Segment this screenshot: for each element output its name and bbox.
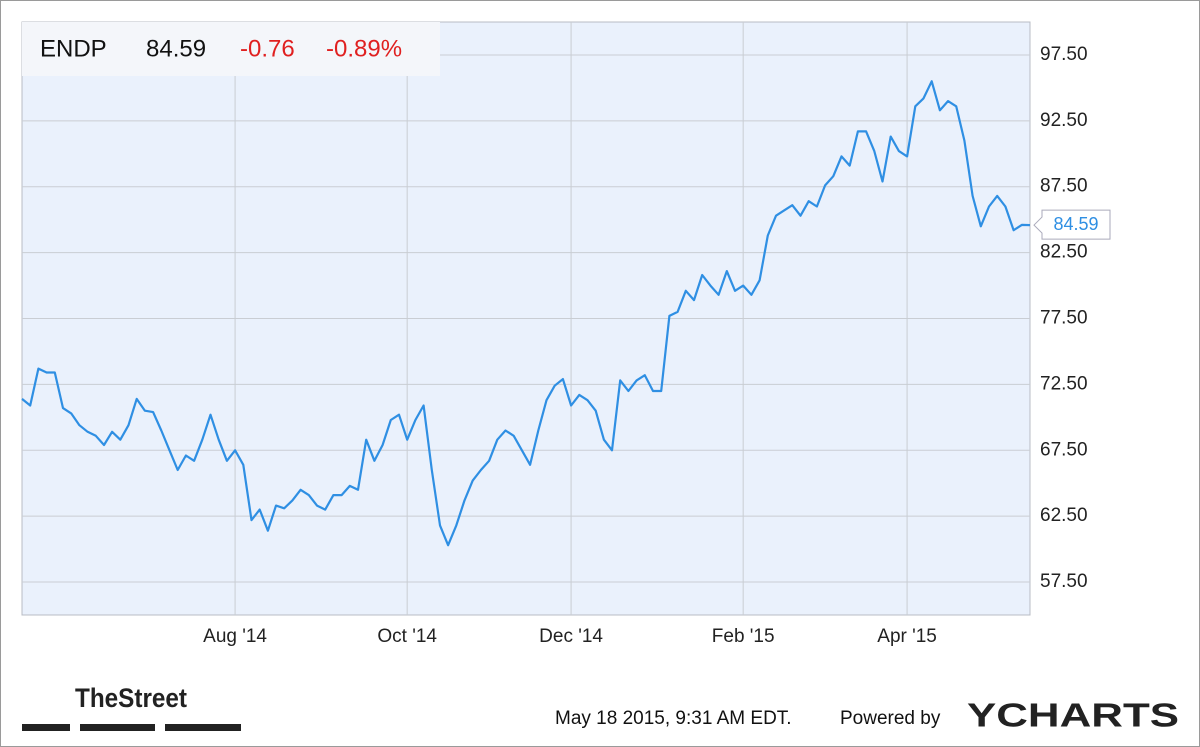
x-tick-label: Oct '14 xyxy=(377,626,437,647)
logo-bar xyxy=(165,724,241,731)
brand-logo: TheStreet xyxy=(75,683,187,713)
change: -0.76 xyxy=(240,35,295,62)
x-tick-label: Aug '14 xyxy=(203,626,267,647)
y-tick-label: 92.50 xyxy=(1040,110,1088,131)
logo-bar xyxy=(80,724,155,731)
x-tick-label: Feb '15 xyxy=(712,626,775,647)
x-tick-label: Dec '14 xyxy=(539,626,603,647)
y-tick-label: 87.50 xyxy=(1040,176,1088,197)
last-price-label: 84.59 xyxy=(1053,214,1098,234)
price-line xyxy=(21,80,1031,547)
provider-logo: YCHARTS xyxy=(967,697,1179,734)
last-price-box xyxy=(1033,209,1111,240)
y-tick-label: 67.50 xyxy=(1040,439,1088,460)
timestamp: May 18 2015, 9:31 AM EDT. xyxy=(555,708,792,729)
y-tick-label: 72.50 xyxy=(1040,373,1088,394)
y-tick-label: 57.50 xyxy=(1040,571,1088,592)
powered-by: Powered by xyxy=(840,708,941,729)
x-tick-label: Apr '15 xyxy=(877,626,937,647)
price: 84.59 xyxy=(146,35,206,62)
y-tick-label: 77.50 xyxy=(1040,308,1088,329)
ticker: ENDP xyxy=(40,35,107,62)
y-tick-label: 97.50 xyxy=(1040,44,1088,65)
change-percent: -0.89% xyxy=(326,35,402,62)
logo-bar xyxy=(22,724,70,731)
y-tick-label: 82.50 xyxy=(1040,242,1088,263)
header-box xyxy=(22,22,440,76)
y-tick-label: 62.50 xyxy=(1040,505,1088,526)
